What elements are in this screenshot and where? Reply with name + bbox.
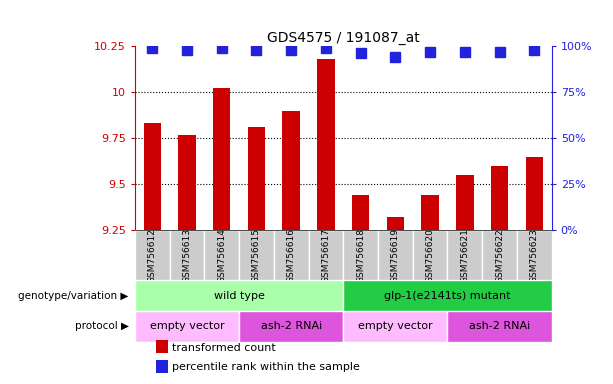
Text: GSM756618: GSM756618 [356,228,365,283]
Bar [517,230,552,280]
Text: protocol ▶: protocol ▶ [75,321,129,331]
Bar [422,195,439,230]
Bar [343,280,552,311]
Text: GSM756619: GSM756619 [391,228,400,283]
Text: ash-2 RNAi: ash-2 RNAi [469,321,530,331]
Bar [491,166,508,230]
Text: genotype/variation ▶: genotype/variation ▶ [18,291,129,301]
Text: ash-2 RNAi: ash-2 RNAi [261,321,322,331]
Bar [352,195,369,230]
Bar [135,311,239,342]
Title: GDS4575 / 191087_at: GDS4575 / 191087_at [267,31,420,45]
Bar [456,175,474,230]
Text: GSM756615: GSM756615 [252,228,261,283]
Text: GSM756622: GSM756622 [495,228,504,283]
Text: wild type: wild type [214,291,264,301]
Text: GSM756623: GSM756623 [530,228,539,283]
Text: GSM756612: GSM756612 [148,228,157,283]
Bar [274,230,308,280]
Text: empty vector: empty vector [358,321,433,331]
Bar [308,230,343,280]
Bar [482,230,517,280]
Text: glp-1(e2141ts) mutant: glp-1(e2141ts) mutant [384,291,511,301]
Bar [447,230,482,280]
Bar [526,157,543,230]
Bar [283,111,300,230]
Bar [387,217,404,230]
Bar [447,311,552,342]
Bar [413,230,447,280]
Bar [170,230,204,280]
Text: GSM756620: GSM756620 [425,228,435,283]
Bar [156,340,168,353]
Text: empty vector: empty vector [150,321,224,331]
Bar [248,127,265,230]
Bar [343,311,447,342]
Bar [213,88,230,230]
Bar [318,59,335,230]
Text: GSM756614: GSM756614 [217,228,226,283]
Bar [378,230,413,280]
Bar [343,230,378,280]
Text: GSM756613: GSM756613 [183,228,191,283]
Bar [204,230,239,280]
Text: GSM756621: GSM756621 [460,228,470,283]
Bar [135,230,170,280]
Text: percentile rank within the sample: percentile rank within the sample [172,362,360,372]
Bar [135,280,343,311]
Bar [178,134,196,230]
Text: GSM756617: GSM756617 [321,228,330,283]
Bar [239,311,343,342]
Bar [143,124,161,230]
Bar [239,230,274,280]
Bar [156,360,168,373]
Text: GSM756616: GSM756616 [287,228,295,283]
Text: transformed count: transformed count [172,343,276,353]
